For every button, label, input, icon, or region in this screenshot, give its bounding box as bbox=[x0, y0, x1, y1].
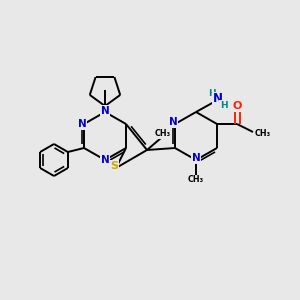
Text: H: H bbox=[220, 100, 228, 109]
Text: H: H bbox=[208, 89, 216, 98]
Text: CH₃: CH₃ bbox=[255, 130, 271, 139]
Text: N: N bbox=[100, 155, 109, 165]
Text: N: N bbox=[78, 119, 86, 129]
Text: S: S bbox=[110, 161, 118, 171]
Text: N: N bbox=[192, 153, 200, 163]
Text: N: N bbox=[100, 106, 109, 116]
Text: O: O bbox=[232, 101, 242, 111]
Text: CH₃: CH₃ bbox=[188, 176, 204, 184]
Text: N: N bbox=[213, 92, 223, 106]
Text: CH₃: CH₃ bbox=[155, 130, 171, 139]
Text: N: N bbox=[169, 117, 177, 127]
